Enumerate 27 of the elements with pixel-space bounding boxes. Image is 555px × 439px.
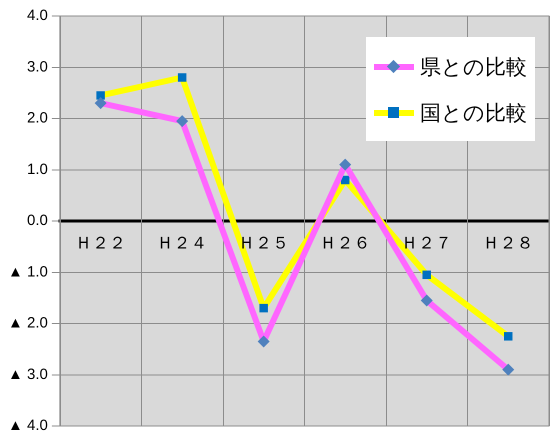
- point: [422, 270, 431, 280]
- y-tick-label: ▲ 1.0: [8, 263, 48, 280]
- point: [339, 158, 352, 171]
- x-tick-label: Ｈ２４: [156, 233, 208, 254]
- x-tick-label: Ｈ２７: [401, 233, 452, 254]
- point: [502, 364, 514, 376]
- point: [420, 294, 433, 306]
- y-tick-label: ▲ 3.0: [8, 366, 48, 383]
- x-tick-label: Ｈ２２: [75, 233, 126, 254]
- point: [96, 91, 105, 100]
- y-tick-label: ▲ 4.0: [8, 417, 48, 434]
- point: [176, 115, 188, 128]
- point: [94, 97, 107, 110]
- x-tick-label: Ｈ２８: [482, 233, 534, 254]
- point: [258, 335, 270, 348]
- y-tick-label: ▲ 2.0: [8, 314, 48, 332]
- y-tick-label: 4.0: [27, 7, 48, 24]
- point: [178, 73, 186, 82]
- y-tick-label: 1.0: [27, 160, 48, 178]
- x-tick-label: Ｈ２６: [320, 233, 371, 254]
- point: [504, 332, 512, 341]
- point: [259, 304, 268, 312]
- legend-label: 県との比較: [420, 54, 527, 81]
- y-tick-label: 2.0: [27, 110, 48, 127]
- y-tick-label: 0.0: [27, 212, 48, 230]
- legend-label: 国との比較: [420, 100, 527, 127]
- y-tick-label: 3.0: [27, 58, 48, 76]
